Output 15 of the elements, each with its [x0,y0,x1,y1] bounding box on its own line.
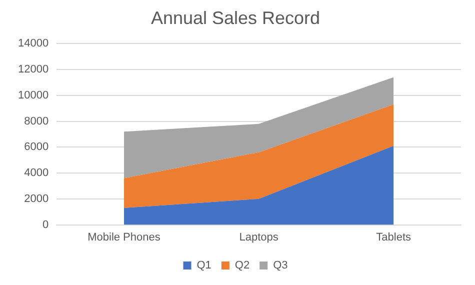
x-tick-label: Laptops [239,231,279,244]
y-tick-label: 2000 [24,192,49,205]
y-tick-label: 8000 [24,115,49,128]
y-tick-label: 12000 [18,64,49,76]
legend-label: Q2 [234,260,250,272]
y-tick-label: 4000 [24,167,49,180]
y-tick-label: 0 [42,218,49,231]
y-tick-label: 10000 [18,89,49,102]
legend-label: Q3 [273,260,288,272]
x-tick-label: Mobile Phones [88,231,161,244]
y-tick-label: 6000 [24,141,49,154]
y-tick-label: 14000 [18,38,49,50]
x-tick-label: Tablets [376,231,412,244]
legend-label: Q1 [196,260,212,272]
chart-title: Annual Sales Record [150,8,320,28]
